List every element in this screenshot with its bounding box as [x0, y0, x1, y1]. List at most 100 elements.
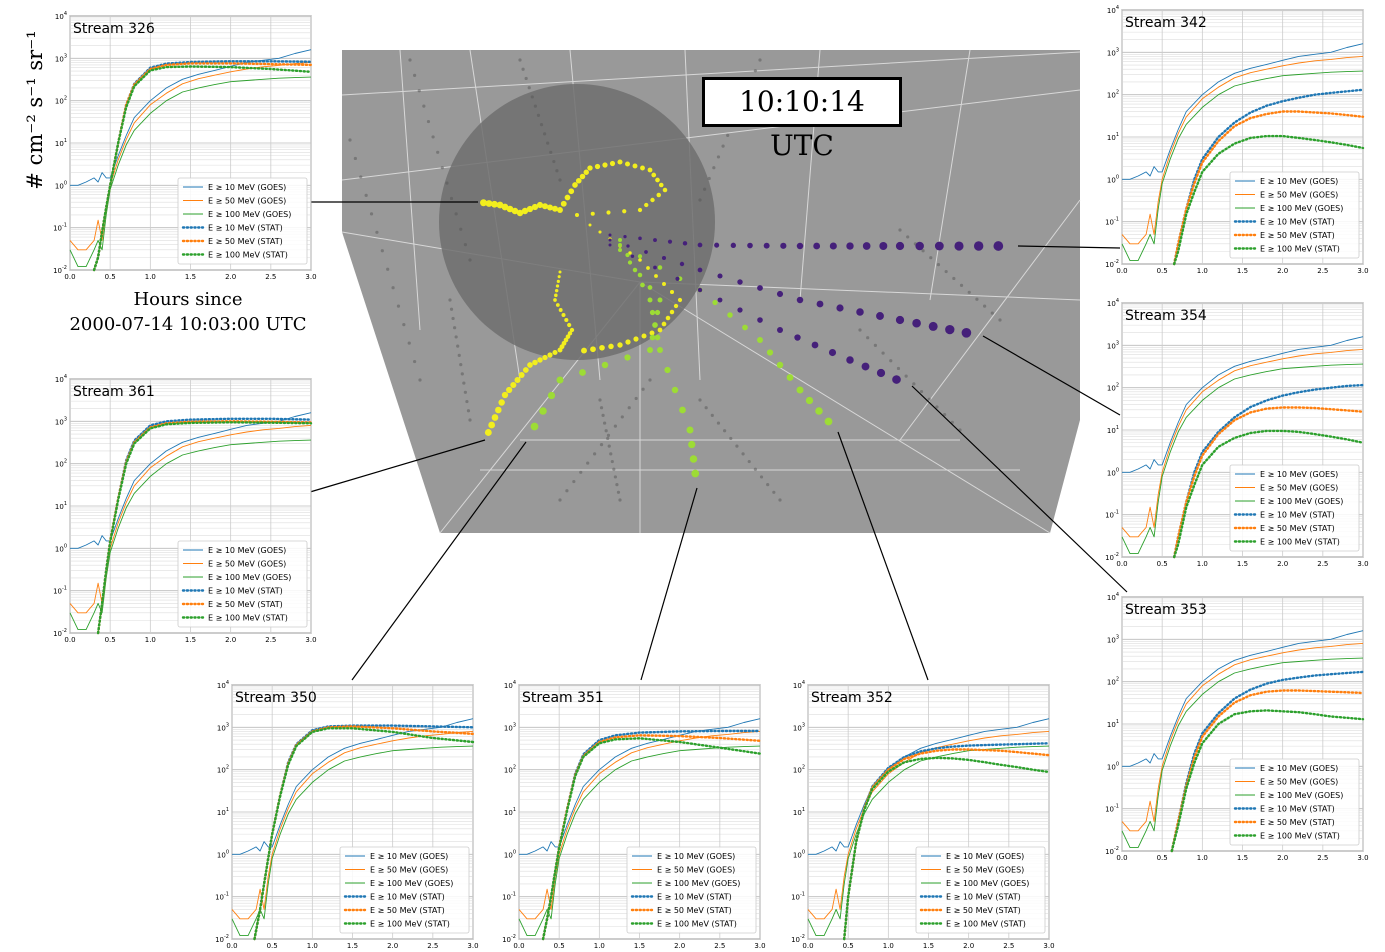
- stream-342-dot: [780, 242, 787, 249]
- x-axis-label: Hours since 2000-07-14 10:03:00 UTC: [48, 287, 328, 337]
- stream-panel-353: 0.0 0.5 1.0 1.5 2.0 2.5 3.0 10-2 10-1 100 101 102 10…: [1092, 589, 1368, 864]
- x-tick-label: 1.0: [594, 942, 605, 950]
- x-tick-label: 0.0: [64, 273, 75, 281]
- y-tick-label: 10-1: [791, 892, 805, 902]
- x-axis-label-line2: 2000-07-14 10:03:00 UTC: [69, 314, 307, 335]
- stream-361-dot: [556, 279, 560, 283]
- field-line-dot: [906, 235, 910, 239]
- field-line-dot: [881, 351, 885, 355]
- field-line-dot: [468, 418, 472, 422]
- stream-351-dot: [689, 455, 698, 463]
- stream-361-dot: [522, 367, 529, 373]
- stream-350-dot: [624, 354, 631, 361]
- legend-label: E ≥ 10 MeV (STAT): [1260, 511, 1335, 520]
- field-line-dot: [975, 297, 979, 301]
- panel-title: Stream 326: [73, 21, 155, 37]
- stream-342-dot: [915, 241, 924, 251]
- legend-label: E ≥ 100 MeV (GOES): [208, 573, 291, 582]
- stream-350-dot: [649, 334, 656, 341]
- stream-354-dot: [626, 244, 630, 248]
- stream-361-dot: [514, 377, 521, 383]
- y-tick-label: 101: [1107, 425, 1119, 435]
- stream-342-dot: [714, 242, 720, 248]
- stream-326-dot: [655, 177, 660, 183]
- stream-354-dot: [796, 296, 804, 304]
- chart: 0.0 0.5 1.0 1.5 2.0 2.5 3.0 10-2 10-1 100 101 102 10…: [1105, 298, 1368, 568]
- legend-label: E ≥ 10 MeV (GOES): [657, 852, 735, 861]
- connector-line: [1017, 245, 1121, 249]
- field-line-dot: [703, 187, 707, 191]
- legend-label: E ≥ 10 MeV (GOES): [370, 852, 448, 861]
- y-tick-label: 104: [55, 11, 67, 21]
- series-goes-100mev: [807, 745, 1050, 937]
- stream-panel-350: 0.0 0.5 1.0 1.5 2.0 2.5 3.0 10-2 10-1 100 101 102 10…: [202, 677, 478, 952]
- y-tick-label: 104: [217, 680, 229, 690]
- chart: 0.0 0.5 1.0 1.5 2.0 2.5 3.0 10-2 10-1 100 101 102 10…: [791, 680, 1054, 950]
- x-tick-label: 3.0: [1357, 267, 1368, 275]
- stream-361-dot: [557, 275, 561, 279]
- field-line-dot: [348, 138, 352, 142]
- series-goes-50mev: [807, 730, 1050, 920]
- legend-label: E ≥ 100 MeV (STAT): [370, 920, 450, 929]
- field-line-dot: [449, 307, 454, 311]
- series-goes-10mev: [1122, 336, 1364, 473]
- stream-361-dot: [558, 270, 562, 274]
- stream-352-dot: [766, 349, 774, 356]
- field-line-dot: [598, 398, 602, 402]
- stream-354-dot: [757, 285, 763, 291]
- field-line-dot: [967, 290, 971, 294]
- stream-326-dot: [496, 201, 504, 209]
- legend-box: [1229, 758, 1360, 846]
- x-tick-label: 0.5: [1157, 267, 1168, 275]
- series-stat-100mev: [92, 65, 313, 272]
- x-tick-label: 0.5: [105, 273, 116, 281]
- stream-yellow-loop-dot: [669, 309, 675, 315]
- field-line-dot: [527, 86, 531, 90]
- x-tick-label: 3.0: [1043, 942, 1054, 950]
- y-tick-label: 10-1: [502, 892, 516, 902]
- x-tick-label: 1.5: [1237, 560, 1248, 568]
- legend-label: E ≥ 50 MeV (STAT): [1260, 524, 1335, 533]
- stream-354-dot: [928, 321, 938, 331]
- field-line-dot: [759, 475, 764, 479]
- stream-326-dot: [536, 201, 544, 209]
- stream-panel-351: 0.0 0.5 1.0 1.5 2.0 2.5 3.0 10-2 10-1 100 101 102 10…: [489, 677, 765, 952]
- y-tick-label: 103: [1107, 634, 1119, 644]
- stream-351-dot: [625, 252, 630, 258]
- legend-box: [177, 177, 308, 265]
- x-tick-label: 1.0: [1197, 854, 1208, 862]
- x-tick-label: 0.5: [1157, 854, 1168, 862]
- y-tick-label: 101: [55, 138, 67, 148]
- stream-326-dot: [557, 207, 563, 213]
- stream-yellow-loop-dot: [665, 315, 671, 321]
- field-line-dot: [402, 323, 406, 327]
- x-tick-label: 2.0: [387, 942, 398, 950]
- stream-350-dot: [647, 285, 653, 290]
- x-tick-label: 1.0: [1197, 560, 1208, 568]
- field-line-dot: [459, 363, 463, 367]
- panel-title: Stream 353: [1125, 602, 1207, 618]
- stream-354-dot: [816, 300, 824, 308]
- stream-panel-361: 0.0 0.5 1.0 1.5 2.0 2.5 3.0 10-2 10-1 100 101 102 10…: [40, 371, 316, 646]
- y-tick-label: 10-2: [791, 934, 805, 944]
- field-line-dot: [634, 396, 638, 401]
- stream-352-dot: [805, 396, 814, 405]
- y-tick-label: 102: [1107, 90, 1119, 100]
- series-stat-100mev: [541, 737, 762, 941]
- stream-361-dot: [498, 399, 505, 406]
- field-line-dot: [618, 498, 622, 502]
- legend-label: E ≥ 10 MeV (STAT): [657, 893, 732, 902]
- stream-342-dot: [895, 241, 905, 251]
- stream-yellow-loop-dot: [641, 333, 647, 339]
- stream-342-dot: [608, 233, 612, 237]
- y-tick-label: 103: [793, 722, 805, 732]
- field-line-dot: [858, 328, 862, 332]
- stream-yellow-loop-dot: [669, 289, 675, 295]
- stream-326-dot: [594, 163, 601, 170]
- series-goes-100mev: [69, 439, 312, 631]
- field-line-dot: [698, 398, 702, 402]
- field-line-dot: [896, 366, 901, 371]
- stream-351-dot: [657, 347, 663, 353]
- stream-326-dot: [637, 207, 643, 213]
